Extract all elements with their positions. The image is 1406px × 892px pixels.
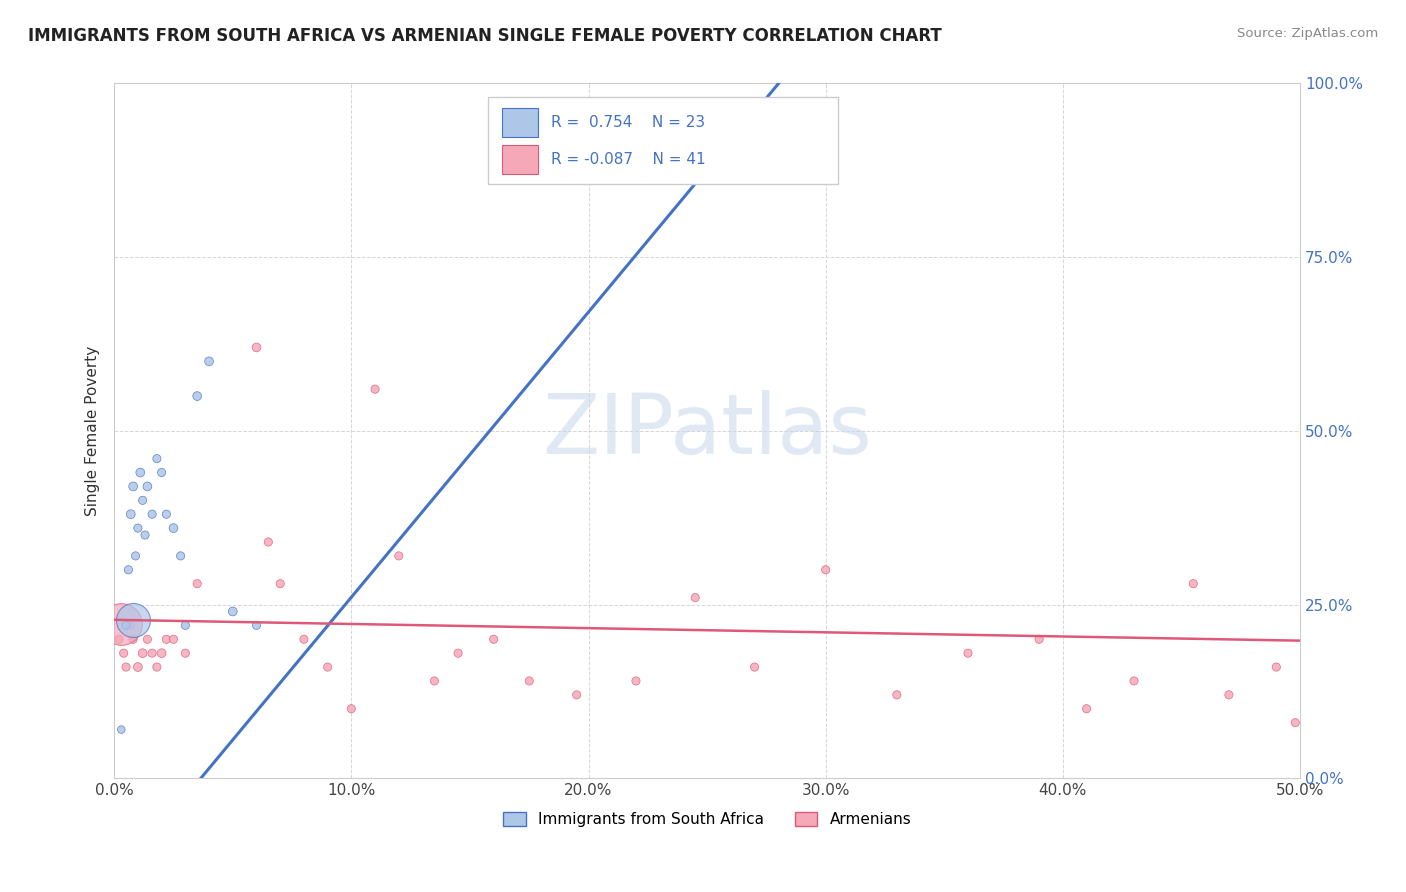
Point: [245, 618, 267, 632]
Point: [129, 466, 152, 480]
Point: [1265, 660, 1288, 674]
Point: [340, 702, 363, 716]
Point: [174, 646, 197, 660]
Point: [162, 521, 184, 535]
Point: [423, 673, 446, 688]
Point: [131, 493, 153, 508]
Point: [162, 632, 184, 647]
Point: [744, 660, 766, 674]
Point: [115, 660, 138, 674]
Text: R =  0.754    N = 23: R = 0.754 N = 23: [551, 115, 704, 130]
Point: [886, 688, 908, 702]
Point: [122, 632, 145, 647]
Point: [565, 688, 588, 702]
Point: [134, 528, 156, 542]
Point: [110, 723, 132, 737]
Point: [186, 389, 208, 403]
Point: [146, 451, 169, 466]
Point: [122, 613, 145, 627]
Point: [364, 382, 387, 396]
Point: [624, 673, 647, 688]
Point: [120, 507, 142, 521]
Point: [186, 576, 208, 591]
Point: [482, 632, 505, 647]
Bar: [502, 108, 537, 137]
Point: [131, 646, 153, 660]
Point: [222, 605, 245, 619]
Point: [814, 563, 837, 577]
Point: [146, 660, 169, 674]
Text: ZIPatlas: ZIPatlas: [543, 391, 872, 471]
Point: [108, 632, 131, 647]
Point: [1123, 673, 1146, 688]
Point: [269, 576, 291, 591]
Legend: Immigrants from South Africa, Armenians: Immigrants from South Africa, Armenians: [496, 805, 918, 833]
Point: [136, 479, 159, 493]
Point: [169, 549, 191, 563]
Point: [245, 341, 267, 355]
Point: [1028, 632, 1050, 647]
Text: IMMIGRANTS FROM SOUTH AFRICA VS ARMENIAN SINGLE FEMALE POVERTY CORRELATION CHART: IMMIGRANTS FROM SOUTH AFRICA VS ARMENIAN…: [28, 27, 942, 45]
Point: [117, 563, 139, 577]
Point: [120, 618, 142, 632]
FancyBboxPatch shape: [488, 97, 838, 184]
Point: [124, 549, 146, 563]
Point: [517, 673, 540, 688]
Point: [1284, 715, 1306, 730]
Text: Source: ZipAtlas.com: Source: ZipAtlas.com: [1237, 27, 1378, 40]
Point: [127, 660, 149, 674]
Point: [141, 646, 163, 660]
Point: [388, 549, 411, 563]
Point: [292, 632, 315, 647]
Y-axis label: Single Female Poverty: Single Female Poverty: [86, 346, 100, 516]
Bar: [502, 145, 537, 174]
Point: [122, 479, 145, 493]
Point: [447, 646, 470, 660]
Point: [1218, 688, 1240, 702]
Point: [155, 632, 177, 647]
Point: [257, 535, 280, 549]
Point: [578, 111, 600, 125]
Point: [683, 591, 706, 605]
Point: [136, 632, 159, 647]
Point: [956, 646, 979, 660]
Point: [155, 507, 177, 521]
Point: [141, 507, 163, 521]
Point: [150, 646, 173, 660]
Point: [115, 618, 138, 632]
Point: [1076, 702, 1098, 716]
Point: [316, 660, 339, 674]
Point: [174, 618, 197, 632]
Point: [110, 617, 132, 632]
Point: [1182, 576, 1205, 591]
Point: [127, 521, 149, 535]
Point: [198, 354, 221, 368]
Text: R = -0.087    N = 41: R = -0.087 N = 41: [551, 152, 706, 167]
Point: [150, 466, 173, 480]
Point: [112, 646, 135, 660]
